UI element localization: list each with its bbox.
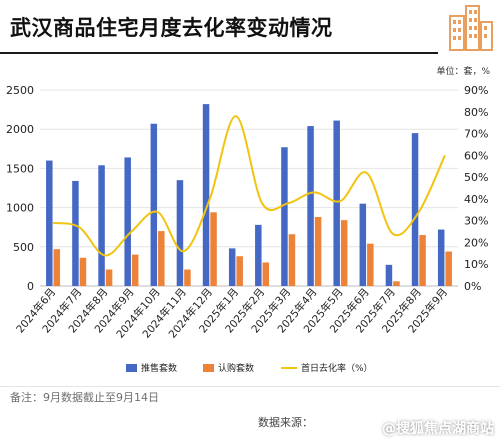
bar-subscription xyxy=(236,256,243,286)
legend-label-supply: 推售套数 xyxy=(141,364,178,374)
right-tick-label: 60% xyxy=(464,149,488,162)
title-underline xyxy=(0,52,438,54)
bar-supply xyxy=(281,147,288,286)
right-tick-label: 50% xyxy=(464,171,488,184)
units-label: 单位：套，% xyxy=(436,67,490,77)
legend-item-supply: 推售套数 xyxy=(126,361,177,374)
legend-item-subscription: 认购套数 xyxy=(203,361,254,374)
bar-supply xyxy=(72,180,79,286)
bar-supply xyxy=(359,203,367,286)
left-tick-label: 1500 xyxy=(6,162,34,175)
right-tick-label: 80% xyxy=(464,106,488,119)
bar-subscription xyxy=(105,269,113,286)
rate-line xyxy=(52,115,446,257)
bar-subscription xyxy=(210,212,217,286)
bar-subscription xyxy=(262,262,270,286)
bar-subscription xyxy=(419,235,426,286)
bar-supply xyxy=(176,180,184,286)
bar-subscription xyxy=(314,217,322,286)
bar-subscription xyxy=(288,234,296,286)
bar-supply xyxy=(411,133,419,286)
building-logo-icon xyxy=(449,5,493,51)
watermark: @搜狐焦点湖商站 xyxy=(382,421,494,437)
bar-subscription xyxy=(393,281,400,286)
right-tick-label: 70% xyxy=(464,128,488,141)
bar-supply xyxy=(98,165,105,286)
bar-supply xyxy=(307,126,314,287)
left-tick-label: 1000 xyxy=(6,202,34,215)
data-source: 数据来源： xyxy=(258,416,313,429)
bar-supply xyxy=(46,160,53,286)
bar-supply xyxy=(202,104,210,286)
legend-item-rate: 首日去化率（%） xyxy=(281,361,373,374)
legend-swatch-subscription xyxy=(203,363,214,372)
bar-supply xyxy=(385,264,393,286)
legend-label-rate: 首日去化率（%） xyxy=(301,364,373,374)
bar-subscription xyxy=(340,220,348,286)
left-tick-label: 0 xyxy=(27,280,34,293)
bar-subscription xyxy=(158,231,165,286)
legend-swatch-supply xyxy=(126,363,137,372)
bar-supply xyxy=(437,229,445,286)
bar-subscription xyxy=(131,254,139,286)
right-tick-label: 0% xyxy=(464,280,481,293)
chart-title: 武汉商品住宅月度去化率变动情况 xyxy=(10,16,333,40)
bar-marks xyxy=(46,104,452,287)
legend-swatch-rate xyxy=(281,366,297,369)
right-tick-label: 40% xyxy=(464,193,488,206)
bar-supply xyxy=(333,120,340,287)
left-tick-label: 2000 xyxy=(6,123,34,136)
footnote: 备注：9月数据截止至9月14日 xyxy=(10,391,159,404)
footer-divider xyxy=(0,386,500,387)
rate-line-layer xyxy=(52,115,446,257)
bar-supply xyxy=(150,123,158,286)
bar-subscription xyxy=(79,257,87,286)
right-tick-label: 20% xyxy=(464,236,488,249)
bar-subscription xyxy=(53,249,61,286)
bar-supply xyxy=(124,157,131,286)
bar-subscription xyxy=(184,269,191,286)
right-tick-label: 90% xyxy=(464,84,488,97)
left-tick-label: 2500 xyxy=(6,84,34,97)
bar-supply xyxy=(255,224,262,286)
right-tick-label: 30% xyxy=(464,215,488,228)
bar-subscription xyxy=(367,243,374,286)
bar-subscription xyxy=(445,251,452,286)
bar-supply xyxy=(228,248,236,286)
legend-label-subscription: 认购套数 xyxy=(218,364,255,374)
left-tick-label: 500 xyxy=(13,241,34,254)
right-tick-label: 10% xyxy=(464,258,488,271)
